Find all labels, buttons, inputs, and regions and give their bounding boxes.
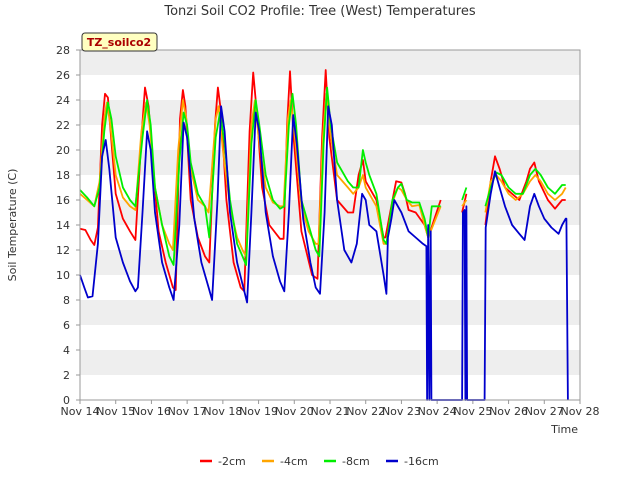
badge-box bbox=[81, 32, 158, 52]
x-tick-label: Nov 21 bbox=[311, 405, 350, 418]
y-tick-label: 10 bbox=[56, 269, 70, 282]
grid-band bbox=[80, 275, 580, 300]
legend-label: -16cm bbox=[404, 455, 439, 468]
y-tick-label: 26 bbox=[56, 69, 70, 82]
x-tick-label: Nov 19 bbox=[239, 405, 278, 418]
y-axis-label: Soil Temperature (C) bbox=[6, 169, 19, 282]
grid-band bbox=[80, 50, 580, 75]
x-tick-label: Nov 17 bbox=[168, 405, 207, 418]
grid-bands bbox=[80, 50, 580, 400]
y-tick-label: 20 bbox=[56, 144, 70, 157]
y-tick-label: 22 bbox=[56, 119, 70, 132]
grid-band bbox=[80, 225, 580, 250]
y-tick-label: 24 bbox=[56, 94, 70, 107]
y-tick-label: 12 bbox=[56, 244, 70, 257]
x-tick-label: Nov 14 bbox=[61, 405, 100, 418]
badge-label: TZ_soilco2 bbox=[87, 36, 151, 49]
x-tick-label: Nov 26 bbox=[489, 405, 528, 418]
y-tick-label: 2 bbox=[63, 369, 70, 382]
x-tick-label: Nov 22 bbox=[346, 405, 385, 418]
legend: -2cm -4cm -8cm -16cm bbox=[200, 455, 439, 468]
grid-band bbox=[80, 375, 580, 400]
x-tick-label: Nov 18 bbox=[203, 405, 242, 418]
x-tick-label: Nov 20 bbox=[275, 405, 314, 418]
y-tick-label: 0 bbox=[63, 394, 70, 407]
x-axis-label: Time bbox=[550, 423, 578, 436]
grid-band bbox=[80, 75, 580, 100]
y-tick-label: 28 bbox=[56, 44, 70, 57]
grid-band bbox=[80, 350, 580, 375]
legend-label: -4cm bbox=[280, 455, 308, 468]
y-tick-label: 6 bbox=[63, 319, 70, 332]
grid-band bbox=[80, 325, 580, 350]
series-line-16cm bbox=[79, 105, 569, 401]
grid-band bbox=[80, 250, 580, 275]
series-line-8cm bbox=[79, 86, 566, 266]
x-tick-label: Nov 23 bbox=[382, 405, 421, 418]
chart-title: Tonzi Soil CO2 Profile: Tree (West) Temp… bbox=[163, 4, 476, 19]
x-tick-label: Nov 25 bbox=[453, 405, 492, 418]
plot-frame bbox=[79, 49, 581, 401]
x-tick-label: Nov 28 bbox=[561, 405, 600, 418]
x-tick-label: Nov 15 bbox=[96, 405, 135, 418]
grid-band bbox=[80, 150, 580, 175]
y-tick-label: 8 bbox=[63, 294, 70, 307]
y-tick-label: 16 bbox=[56, 194, 70, 207]
y-tick-label: 18 bbox=[56, 169, 70, 182]
series-group bbox=[79, 69, 569, 401]
legend-label: -2cm bbox=[218, 455, 246, 468]
x-tick-label: Nov 27 bbox=[525, 405, 564, 418]
x-tick-label: Nov 16 bbox=[132, 405, 171, 418]
legend-label: -8cm bbox=[342, 455, 370, 468]
y-tick-label: 4 bbox=[63, 344, 70, 357]
grid-band bbox=[80, 300, 580, 325]
tz-badge: TZ_soilco2 bbox=[81, 32, 158, 52]
grid-band bbox=[80, 200, 580, 225]
y-tick-label: 14 bbox=[56, 219, 70, 232]
x-tick-label: Nov 24 bbox=[418, 405, 457, 418]
